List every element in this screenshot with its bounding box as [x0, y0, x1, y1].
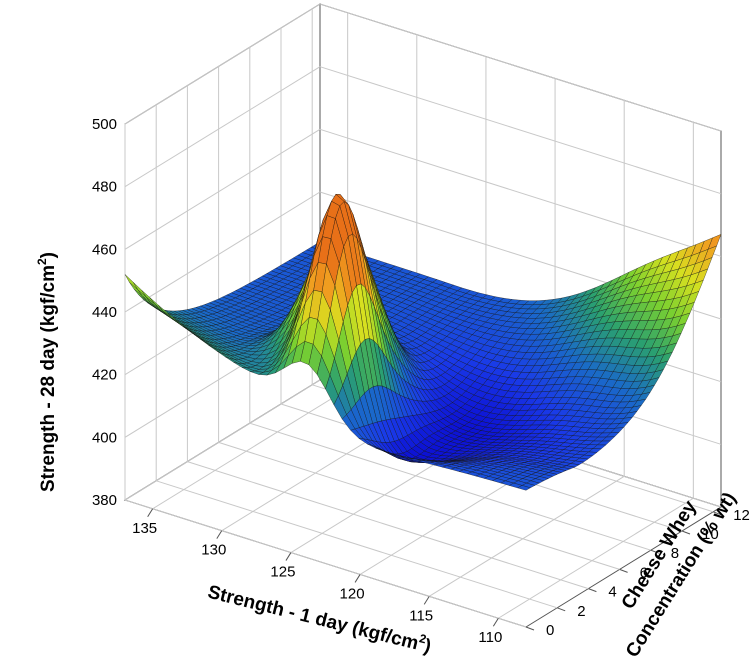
- y-tick-mark: [588, 588, 597, 593]
- x-tick-mark: [492, 617, 499, 627]
- grid-line-x-floor: [152, 388, 348, 510]
- y-tick-label: 12: [733, 507, 750, 524]
- z-tick-label: 460: [92, 241, 117, 258]
- grid-line-x-floor: [498, 497, 694, 619]
- grid-line-z-back: [319, 66, 722, 195]
- y-tick-mark: [557, 607, 566, 612]
- y-tick-mark: [619, 568, 628, 573]
- x-tick-mark: [285, 552, 292, 561]
- z-tick-label: 400: [92, 429, 117, 446]
- grid-line-x-floor: [428, 475, 625, 597]
- grid-line-z-back: [319, 128, 722, 257]
- grid-line-y-floor: [187, 461, 589, 590]
- z-tick-label: 420: [92, 367, 117, 384]
- x-tick-label: 130: [201, 542, 226, 559]
- x-tick-mark: [147, 508, 154, 518]
- grid-line-y-floor: [218, 441, 620, 570]
- x-tick-mark: [354, 574, 361, 583]
- x-tick-label: 115: [409, 607, 433, 624]
- grid-line-y-floor: [124, 499, 527, 628]
- grid-line-z-left: [124, 128, 321, 250]
- y-tick-mark: [525, 626, 535, 631]
- grid-line-z-back: [319, 3, 722, 132]
- z-tick-label: 500: [92, 116, 117, 133]
- x-tick-label: 110: [478, 629, 502, 646]
- x-tick-mark: [423, 596, 430, 605]
- surface-mesh: [124, 193, 722, 491]
- axis-ticks: 380 400 420 440 460 480 500 135 130 125 120 115 110 0…: [92, 116, 750, 646]
- y-tick-mark: [681, 530, 691, 535]
- z-tick-label: 480: [92, 179, 117, 196]
- surface-cell: [517, 485, 531, 491]
- y-tick-label: 0: [546, 622, 554, 639]
- z-tick-label: 440: [92, 304, 117, 321]
- x-axis-label: Strength - 1 day (kgf/cm2): [205, 579, 433, 657]
- x-tick-label: 135: [132, 520, 157, 537]
- y-tick-label: 4: [608, 584, 616, 601]
- y-tick-label: 6: [640, 564, 648, 581]
- x-tick-label: 125: [270, 564, 295, 581]
- y-tick-label: 2: [577, 603, 585, 620]
- grid-line-z-left: [124, 379, 321, 501]
- grid-line-z-left: [124, 66, 321, 188]
- y-tick-mark: [650, 549, 659, 554]
- y-tick-label: 10: [702, 526, 719, 543]
- y-tick-label: 8: [671, 545, 679, 562]
- grid-line-z-left: [124, 191, 321, 313]
- z-axis-label: Strength - 28 day (kgf/cm2): [35, 252, 59, 492]
- grid-line-y-floor: [156, 480, 558, 609]
- x-tick-mark: [216, 530, 223, 539]
- y-tick-mark: [713, 511, 722, 516]
- grid-line-y-floor: [249, 422, 651, 551]
- z-tick-label: 380: [92, 492, 117, 509]
- grid-line-z-left: [124, 3, 321, 125]
- x-tick-label: 120: [340, 585, 365, 602]
